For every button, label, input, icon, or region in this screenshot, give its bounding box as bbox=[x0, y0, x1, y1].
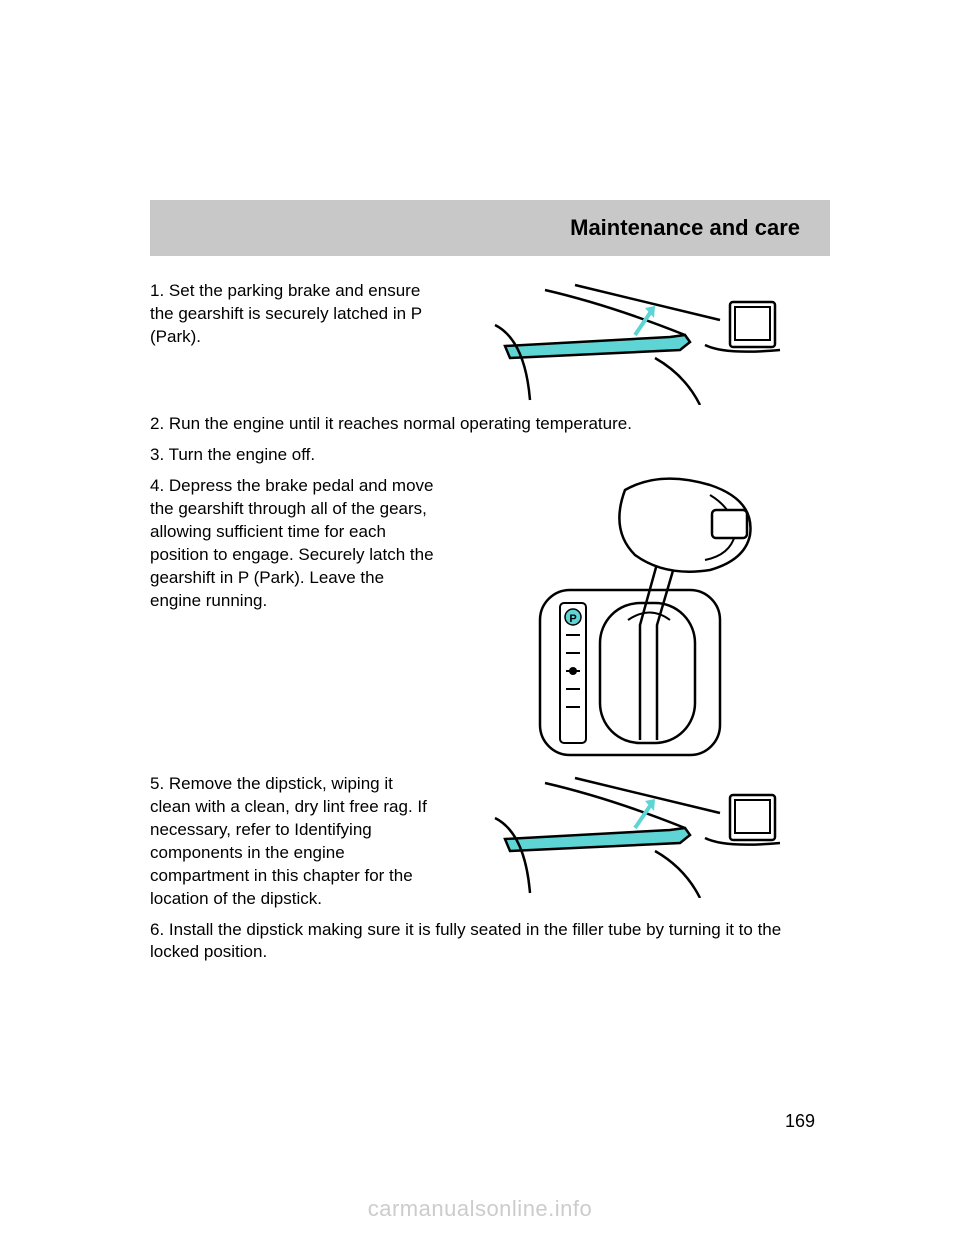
parking-brake-illustration-2 bbox=[490, 773, 790, 898]
step-1-image bbox=[450, 280, 830, 405]
watermark: carmanualsonline.info bbox=[368, 1196, 593, 1222]
page-content: 1. Set the parking brake and ensure the … bbox=[150, 280, 830, 972]
section-title: Maintenance and care bbox=[570, 215, 800, 241]
step-5-row: 5. Remove the dipstick, wiping it clean … bbox=[150, 773, 830, 911]
step-2-text: 2. Run the engine until it reaches norma… bbox=[150, 413, 830, 436]
step-5-image bbox=[450, 773, 830, 898]
step-3-text: 3. Turn the engine off. bbox=[150, 444, 830, 467]
parking-brake-illustration bbox=[490, 280, 790, 405]
svg-text:P: P bbox=[569, 613, 576, 625]
step-5-text: 5. Remove the dipstick, wiping it clean … bbox=[150, 773, 450, 911]
section-header: Maintenance and care bbox=[150, 200, 830, 256]
page-number: 169 bbox=[785, 1111, 815, 1132]
gearshift-illustration: P bbox=[510, 475, 770, 765]
step-1-row: 1. Set the parking brake and ensure the … bbox=[150, 280, 830, 405]
step-4-text: 4. Depress the brake pedal and move the … bbox=[150, 475, 450, 613]
step-4-image: P bbox=[450, 475, 830, 765]
step-1-text: 1. Set the parking brake and ensure the … bbox=[150, 280, 450, 349]
step-4-row: 4. Depress the brake pedal and move the … bbox=[150, 475, 830, 765]
step-6-text: 6. Install the dipstick making sure it i… bbox=[150, 919, 830, 965]
